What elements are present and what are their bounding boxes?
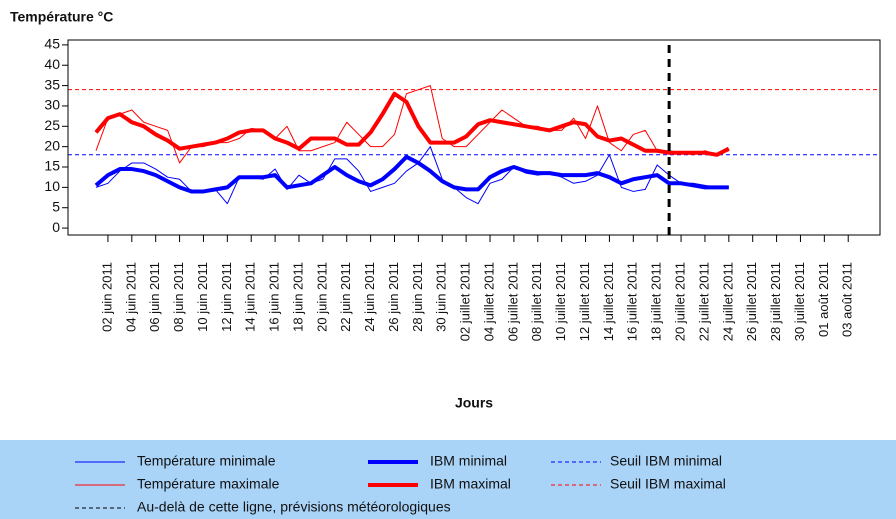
series-line	[95, 85, 729, 164]
x-axis-label: Jours	[455, 395, 493, 411]
x-tick-label: 28 juin 2011	[410, 262, 425, 332]
legend-label: IBM minimal	[430, 453, 507, 469]
x-tick-label: 08 juin 2011	[171, 262, 186, 332]
x-tick-label: 02 juillet 2011	[458, 262, 473, 341]
x-tick-label: 06 juin 2011	[147, 262, 162, 332]
x-tick-label: 12 juin 2011	[219, 262, 234, 332]
x-tick-label: 20 juillet 2011	[672, 262, 687, 341]
x-tick-label: 24 juillet 2011	[720, 262, 735, 341]
x-tick-label: 02 juin 2011	[99, 262, 114, 332]
y-tick-label: 35	[44, 76, 60, 92]
chart-title: Température °C	[10, 9, 113, 25]
x-tick-label: 30 juin 2011	[434, 262, 449, 332]
x-tick-label: 24 juin 2011	[362, 262, 377, 332]
y-tick-label: 25	[44, 117, 60, 133]
x-tick-label: 16 juin 2011	[267, 262, 282, 332]
x-tick-label: 22 juillet 2011	[696, 262, 711, 341]
y-tick-label: 10	[44, 178, 60, 194]
legend-label: IBM maximal	[430, 476, 511, 492]
x-tick-label: 14 juillet 2011	[601, 262, 616, 341]
x-tick-label: 20 juin 2011	[314, 262, 329, 332]
x-tick-label: 26 juillet 2011	[744, 262, 759, 341]
legend-label: Température minimale	[137, 453, 276, 469]
x-tick-label: 04 juillet 2011	[481, 262, 496, 341]
legend-background	[0, 440, 896, 519]
x-tick-label: 22 juin 2011	[338, 262, 353, 332]
x-tick-label: 14 juin 2011	[243, 262, 258, 332]
plot-frame	[67, 39, 881, 236]
x-tick-label: 18 juillet 2011	[649, 262, 664, 341]
legend-label: Seuil IBM maximal	[610, 476, 726, 492]
legend-label: Au-delà de cette ligne, prévisions météo…	[137, 499, 451, 515]
x-tick-label: 10 juillet 2011	[553, 262, 568, 341]
y-tick-label: 40	[44, 56, 60, 72]
x-tick-label: 01 août 2011	[816, 262, 831, 337]
legend-label: Seuil IBM minimal	[610, 453, 722, 469]
x-tick-label: 08 juillet 2011	[529, 262, 544, 341]
y-tick-label: 5	[52, 198, 60, 214]
series-line	[94, 91, 730, 157]
y-tick-label: 15	[44, 158, 60, 174]
y-tick-label: 20	[44, 137, 60, 153]
y-tick-label: 45	[44, 36, 60, 52]
x-tick-label: 04 juin 2011	[123, 262, 138, 332]
x-tick-label: 30 juillet 2011	[792, 262, 807, 341]
x-tick-label: 28 juillet 2011	[768, 262, 783, 341]
x-tick-label: 06 juillet 2011	[505, 262, 520, 341]
x-tick-label: 03 août 2011	[840, 262, 855, 337]
x-tick-label: 10 juin 2011	[195, 262, 210, 332]
x-tick-label: 12 juillet 2011	[577, 262, 592, 341]
x-tick-label: 16 juillet 2011	[625, 262, 640, 341]
x-tick-label: 26 juin 2011	[386, 262, 401, 332]
y-tick-label: 0	[52, 219, 60, 235]
y-tick-label: 30	[44, 97, 60, 113]
x-tick-label: 18 juin 2011	[290, 262, 305, 332]
series-line	[94, 154, 729, 194]
legend-label: Température maximale	[137, 476, 280, 492]
